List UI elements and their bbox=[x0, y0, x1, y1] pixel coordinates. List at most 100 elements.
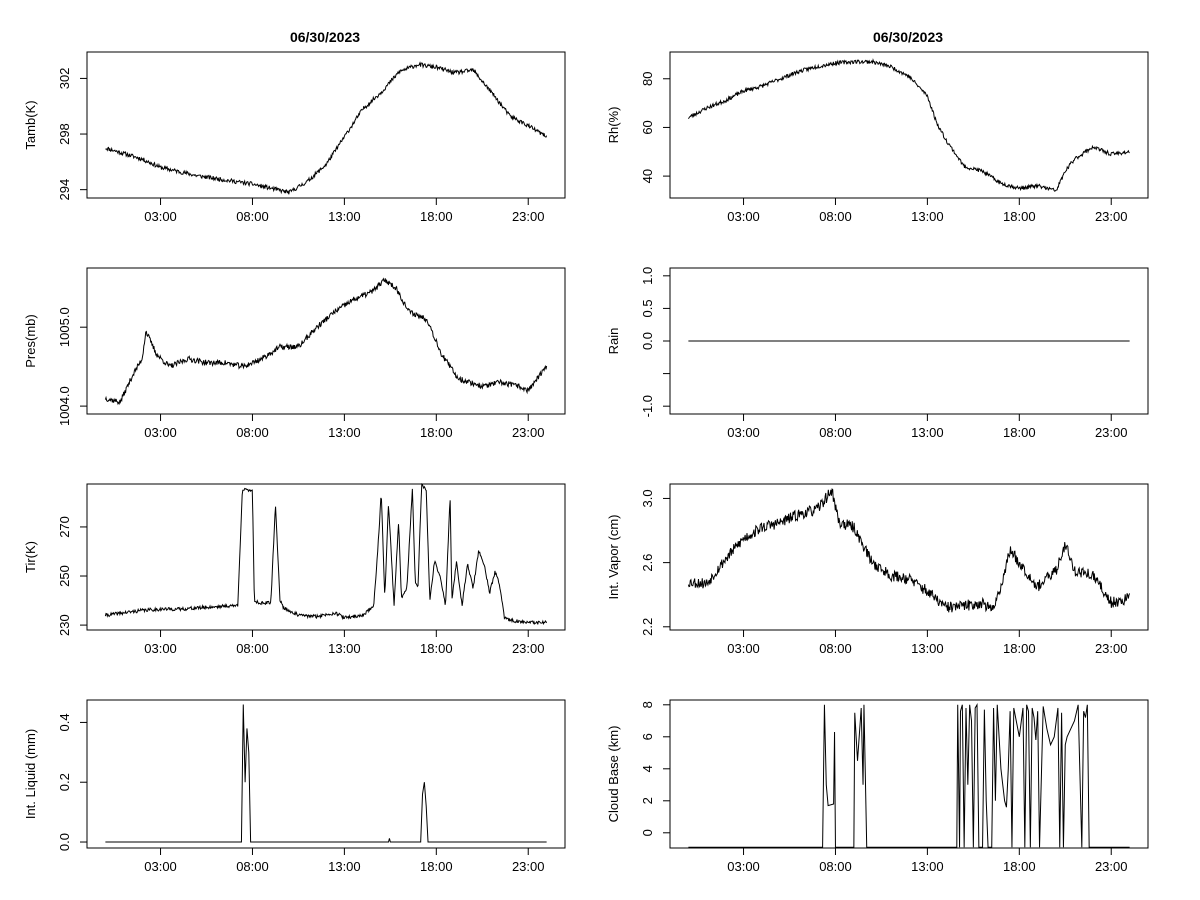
cloudbase-x-tick-label: 13:00 bbox=[911, 859, 944, 874]
cloudbase-x-tick-label: 18:00 bbox=[1003, 859, 1036, 874]
vapor-y-tick-label: 2.2 bbox=[640, 618, 655, 636]
pres-plot-frame bbox=[86, 267, 566, 415]
panel-tir: 03:00 08:00 13:00 18:00 23:00 230 250 270 Tir(K) bbox=[23, 483, 566, 656]
liquid-x-tick-label: 08:00 bbox=[236, 859, 269, 874]
tir-y-axis-title: Tir(K) bbox=[23, 541, 38, 573]
rh-y-tick-label: 80 bbox=[640, 72, 655, 86]
vapor-y-axis-title: Int. Vapor (cm) bbox=[606, 514, 621, 599]
rain-y-tick-label: -1.0 bbox=[640, 395, 655, 417]
tir-x-tick-label: 18:00 bbox=[420, 641, 453, 656]
vapor-y-tick-label: 2.6 bbox=[640, 554, 655, 572]
panel-rain: 03:00 08:00 13:00 18:00 23:00 -1.0 0.0 0.5 1.0 Ra… bbox=[606, 267, 1149, 440]
tamb-series-line bbox=[105, 61, 548, 195]
left-column-title: 06/30/2023 bbox=[290, 29, 360, 45]
tamb-plot-frame bbox=[86, 51, 566, 199]
cloudbase-y-tick-label: 0 bbox=[640, 829, 655, 836]
rain-y-tick-label: 0.0 bbox=[640, 332, 655, 350]
vapor-plot-frame bbox=[669, 483, 1149, 631]
tamb-y-axis-title: Tamb(K) bbox=[23, 100, 38, 149]
liquid-y-tick-label: 0.2 bbox=[57, 773, 72, 791]
cloudbase-series-line bbox=[688, 702, 1130, 848]
tir-x-tick-label: 03:00 bbox=[144, 641, 177, 656]
liquid-y-tick-label: 0.0 bbox=[57, 833, 72, 851]
tir-plot-frame bbox=[86, 483, 566, 631]
liquid-x-tick-label: 03:00 bbox=[144, 859, 177, 874]
pres-y-tick-label: 1005.0 bbox=[57, 307, 72, 347]
pres-y-tick-label: 1004.0 bbox=[57, 386, 72, 426]
rh-series-line bbox=[687, 58, 1130, 192]
liquid-y-tick-label: 0.4 bbox=[57, 713, 72, 731]
tamb-x-tick-label: 08:00 bbox=[236, 209, 269, 224]
tamb-x-tick-label: 23:00 bbox=[512, 209, 545, 224]
vapor-y-tick-label: 3.0 bbox=[640, 489, 655, 507]
vapor-x-tick-label: 03:00 bbox=[727, 641, 760, 656]
vapor-x-tick-label: 18:00 bbox=[1003, 641, 1036, 656]
vapor-x-tick-label: 13:00 bbox=[911, 641, 944, 656]
liquid-plot-frame bbox=[86, 699, 566, 849]
pres-x-tick-label: 23:00 bbox=[512, 425, 545, 440]
panel-cloudbase: 03:00 08:00 13:00 18:00 23:00 0 2 4 6 8 Cloud Base… bbox=[606, 699, 1149, 874]
panel-pres: 03:00 08:00 13:00 18:00 23:00 1004.0 1005.0 Pre… bbox=[23, 267, 566, 440]
cloudbase-y-tick-label: 4 bbox=[640, 765, 655, 772]
liquid-x-tick-label: 13:00 bbox=[328, 859, 361, 874]
rh-y-tick-label: 60 bbox=[640, 120, 655, 134]
cloudbase-x-tick-label: 03:00 bbox=[727, 859, 760, 874]
vapor-x-tick-label: 23:00 bbox=[1095, 641, 1128, 656]
pres-x-tick-label: 18:00 bbox=[420, 425, 453, 440]
rain-x-tick-label: 18:00 bbox=[1003, 425, 1036, 440]
rh-y-axis-title: Rh(%) bbox=[606, 107, 621, 144]
rh-x-tick-label: 18:00 bbox=[1003, 209, 1036, 224]
rain-x-tick-label: 23:00 bbox=[1095, 425, 1128, 440]
liquid-series-line bbox=[105, 704, 547, 843]
liquid-y-axis-title: Int. Liquid (mm) bbox=[23, 729, 38, 819]
cloudbase-y-tick-label: 6 bbox=[640, 733, 655, 740]
rain-x-tick-label: 08:00 bbox=[819, 425, 852, 440]
pres-x-tick-label: 03:00 bbox=[144, 425, 177, 440]
rain-y-tick-label: 0.5 bbox=[640, 299, 655, 317]
tamb-x-tick-label: 13:00 bbox=[328, 209, 361, 224]
cloudbase-y-axis-title: Cloud Base (km) bbox=[606, 726, 621, 823]
tir-x-tick-label: 13:00 bbox=[328, 641, 361, 656]
panel-vapor: 03:00 08:00 13:00 18:00 23:00 2.2 2.6 3.0 Int. V… bbox=[606, 483, 1149, 656]
rh-x-tick-label: 03:00 bbox=[727, 209, 760, 224]
panel-tamb: 03:00 08:00 13:00 18:00 23:00 294 298 302 Tamb(K… bbox=[23, 51, 566, 224]
right-column-title: 06/30/2023 bbox=[873, 29, 943, 45]
pres-y-axis-title: Pres(mb) bbox=[23, 314, 38, 367]
panel-rh: 03:00 08:00 13:00 18:00 23:00 40 60 80 Rh(%) bbox=[606, 51, 1149, 224]
panel-liquid: 03:00 08:00 13:00 18:00 23:00 0.0 0.2 0.4 Int. L… bbox=[23, 699, 566, 874]
tir-y-tick-label: 250 bbox=[57, 565, 72, 587]
rain-x-tick-label: 03:00 bbox=[727, 425, 760, 440]
rain-y-tick-label: 1.0 bbox=[640, 267, 655, 285]
pres-x-tick-label: 08:00 bbox=[236, 425, 269, 440]
cloudbase-y-tick-label: 8 bbox=[640, 701, 655, 708]
tamb-y-tick-label: 302 bbox=[57, 68, 72, 90]
rh-x-tick-label: 08:00 bbox=[819, 209, 852, 224]
tamb-y-tick-label: 298 bbox=[57, 123, 72, 145]
cloudbase-x-tick-label: 23:00 bbox=[1095, 859, 1128, 874]
cloudbase-plot-frame bbox=[669, 699, 1149, 849]
tamb-y-tick-label: 294 bbox=[57, 179, 72, 201]
tir-y-tick-label: 230 bbox=[57, 614, 72, 636]
pres-x-tick-label: 13:00 bbox=[328, 425, 361, 440]
panels-group: 03:00 08:00 13:00 18:00 23:00 294 298 302 Tamb(K… bbox=[23, 51, 1149, 874]
rh-y-tick-label: 40 bbox=[640, 169, 655, 183]
vapor-series-line bbox=[687, 488, 1131, 613]
rain-x-tick-label: 13:00 bbox=[911, 425, 944, 440]
tir-series-line bbox=[104, 483, 548, 626]
pres-series-line bbox=[104, 277, 548, 406]
cloudbase-y-tick-label: 2 bbox=[640, 797, 655, 804]
cloudbase-x-tick-label: 08:00 bbox=[819, 859, 852, 874]
liquid-x-tick-label: 23:00 bbox=[512, 859, 545, 874]
liquid-x-tick-label: 18:00 bbox=[420, 859, 453, 874]
rh-x-tick-label: 13:00 bbox=[911, 209, 944, 224]
rain-y-axis-title: Rain bbox=[606, 328, 621, 355]
tamb-x-tick-label: 18:00 bbox=[420, 209, 453, 224]
tir-x-tick-label: 23:00 bbox=[512, 641, 545, 656]
tamb-x-tick-label: 03:00 bbox=[144, 209, 177, 224]
rh-x-tick-label: 23:00 bbox=[1095, 209, 1128, 224]
rh-plot-frame bbox=[669, 51, 1149, 199]
tir-x-tick-label: 08:00 bbox=[236, 641, 269, 656]
tir-y-tick-label: 270 bbox=[57, 516, 72, 538]
